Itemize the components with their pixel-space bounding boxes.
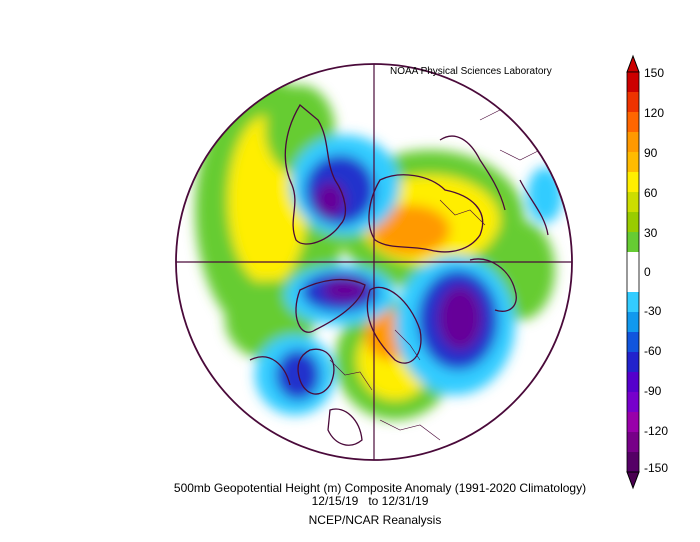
colorbar-segment <box>627 92 639 113</box>
colorbar-tick-label: 60 <box>644 186 658 200</box>
credit-label: NOAA Physical Sciences Laboratory <box>390 66 552 77</box>
colorbar-tick-label: -120 <box>644 424 669 438</box>
colorbar-segment <box>627 172 639 193</box>
colorbar-bottom-arrow <box>626 471 640 490</box>
colorbar-tick-label: -30 <box>644 304 662 318</box>
colorbar <box>626 54 640 490</box>
colorbar-segment <box>627 292 639 313</box>
colorbar-segment <box>627 212 639 233</box>
colorbar-segment <box>627 372 639 393</box>
colorbar-tick-label: -90 <box>644 384 662 398</box>
anomaly-region <box>323 278 367 302</box>
polar-projection <box>176 64 572 460</box>
colorbar-segment <box>627 392 639 413</box>
colorbar-tick-label: 120 <box>644 106 665 120</box>
colorbar-segment <box>627 412 639 433</box>
caption-source: NCEP/NCAR Reanalysis <box>308 513 442 527</box>
map-boundary <box>175 63 573 461</box>
caption-title: 500mb Geopotential Height (m) Composite … <box>173 481 587 495</box>
coastlines <box>249 104 549 446</box>
colorbar-segment <box>627 432 639 453</box>
anomaly-region <box>438 286 482 350</box>
colorbar-tick-label: 30 <box>644 226 658 240</box>
colorbar-segment <box>627 312 639 333</box>
colorbar-segment <box>627 132 639 153</box>
anomaly-region <box>315 182 345 218</box>
colorbar-segment <box>627 152 639 173</box>
colorbar-tick-label: -150 <box>644 461 669 475</box>
colorbar-tick-label: 90 <box>644 146 658 160</box>
caption-dates: 12/15/19 to 12/31/19 <box>311 494 429 508</box>
colorbar-segment <box>627 452 639 473</box>
colorbar-tick-label: 150 <box>644 66 665 80</box>
colorbar-segment <box>627 112 639 133</box>
colorbar-segment <box>627 232 639 253</box>
colorbar-tick-label: 0 <box>644 265 651 279</box>
colorbar-segment <box>627 332 639 353</box>
anomaly-region <box>527 167 563 223</box>
colorbar-tick-label: -60 <box>644 344 662 358</box>
colorbar-top-arrow <box>626 54 640 73</box>
colorbar-segment <box>627 352 639 373</box>
anomaly-region <box>370 205 450 255</box>
colorbar-segment <box>627 72 639 93</box>
colorbar-segment <box>627 252 639 273</box>
colorbar-segment <box>627 192 639 213</box>
colorbar-segment <box>627 272 639 293</box>
anomaly-field <box>195 80 563 420</box>
